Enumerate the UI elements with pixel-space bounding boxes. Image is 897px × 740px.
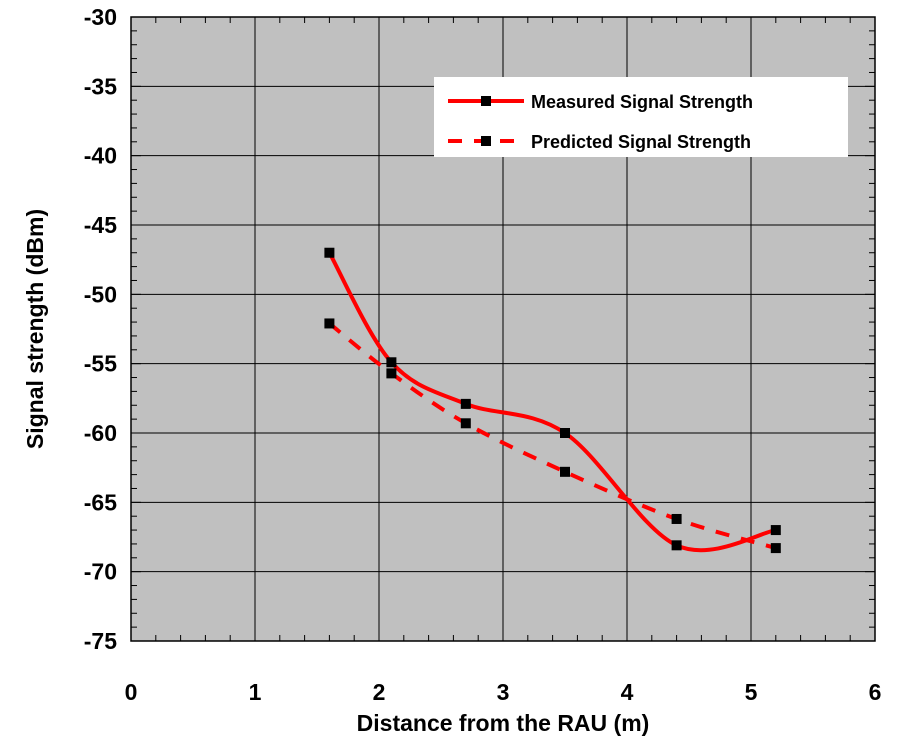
data-point (560, 428, 570, 438)
data-point (770, 543, 781, 554)
data-point (671, 540, 682, 551)
x-tick-label: 5 (745, 679, 758, 705)
plot-border (130, 16, 876, 642)
series-layer (324, 247, 781, 554)
data-point (386, 368, 397, 379)
series-predicted (324, 318, 781, 554)
legend-box (434, 77, 848, 157)
y-tick-label: -45 (84, 212, 117, 238)
x-tick-label: 4 (621, 679, 634, 705)
series-measured (324, 247, 781, 553)
legend: Measured Signal Strength Predicted Signal… (434, 77, 848, 157)
x-tick-labels: 0 1 2 3 4 5 6 (125, 679, 882, 705)
y-tick-label: -70 (84, 559, 117, 585)
y-tick-label: -30 (84, 4, 117, 30)
y-tick-label: -50 (84, 281, 117, 307)
y-tick-labels: -30 -35 -40 -45 -50 -55 -60 -65 -70 -75 (84, 4, 117, 654)
legend-items: Measured Signal Strength Predicted Signal… (448, 92, 753, 152)
legend-label: Predicted Signal Strength (531, 132, 751, 152)
y-tick-label: -60 (84, 420, 117, 446)
y-tick-label: -40 (84, 143, 117, 169)
y-tick-label: -65 (84, 489, 117, 515)
x-tick-label: 1 (249, 679, 262, 705)
minor-ticks (130, 16, 876, 642)
series-line (327, 251, 777, 553)
y-tick-label: -75 (84, 628, 117, 654)
data-point (460, 418, 471, 429)
x-tick-label: 2 (373, 679, 386, 705)
data-point (560, 466, 570, 477)
x-tick-label: 6 (869, 679, 882, 705)
data-point (770, 525, 781, 536)
y-tick-label: -55 (84, 351, 117, 377)
data-point (671, 513, 682, 524)
data-point (324, 247, 335, 258)
legend-marker (481, 136, 491, 146)
x-tick-label: 3 (497, 679, 510, 705)
data-point (386, 357, 397, 368)
data-point (324, 318, 335, 329)
legend-marker (481, 96, 491, 106)
data-point (460, 398, 471, 409)
x-axis-title: Distance from the RAU (m) (357, 710, 650, 736)
y-tick-label: -35 (84, 73, 117, 99)
y-axis-title: Signal strength (dBm) (22, 209, 48, 449)
x-tick-label: 0 (125, 679, 138, 705)
legend-label: Measured Signal Strength (531, 92, 753, 112)
